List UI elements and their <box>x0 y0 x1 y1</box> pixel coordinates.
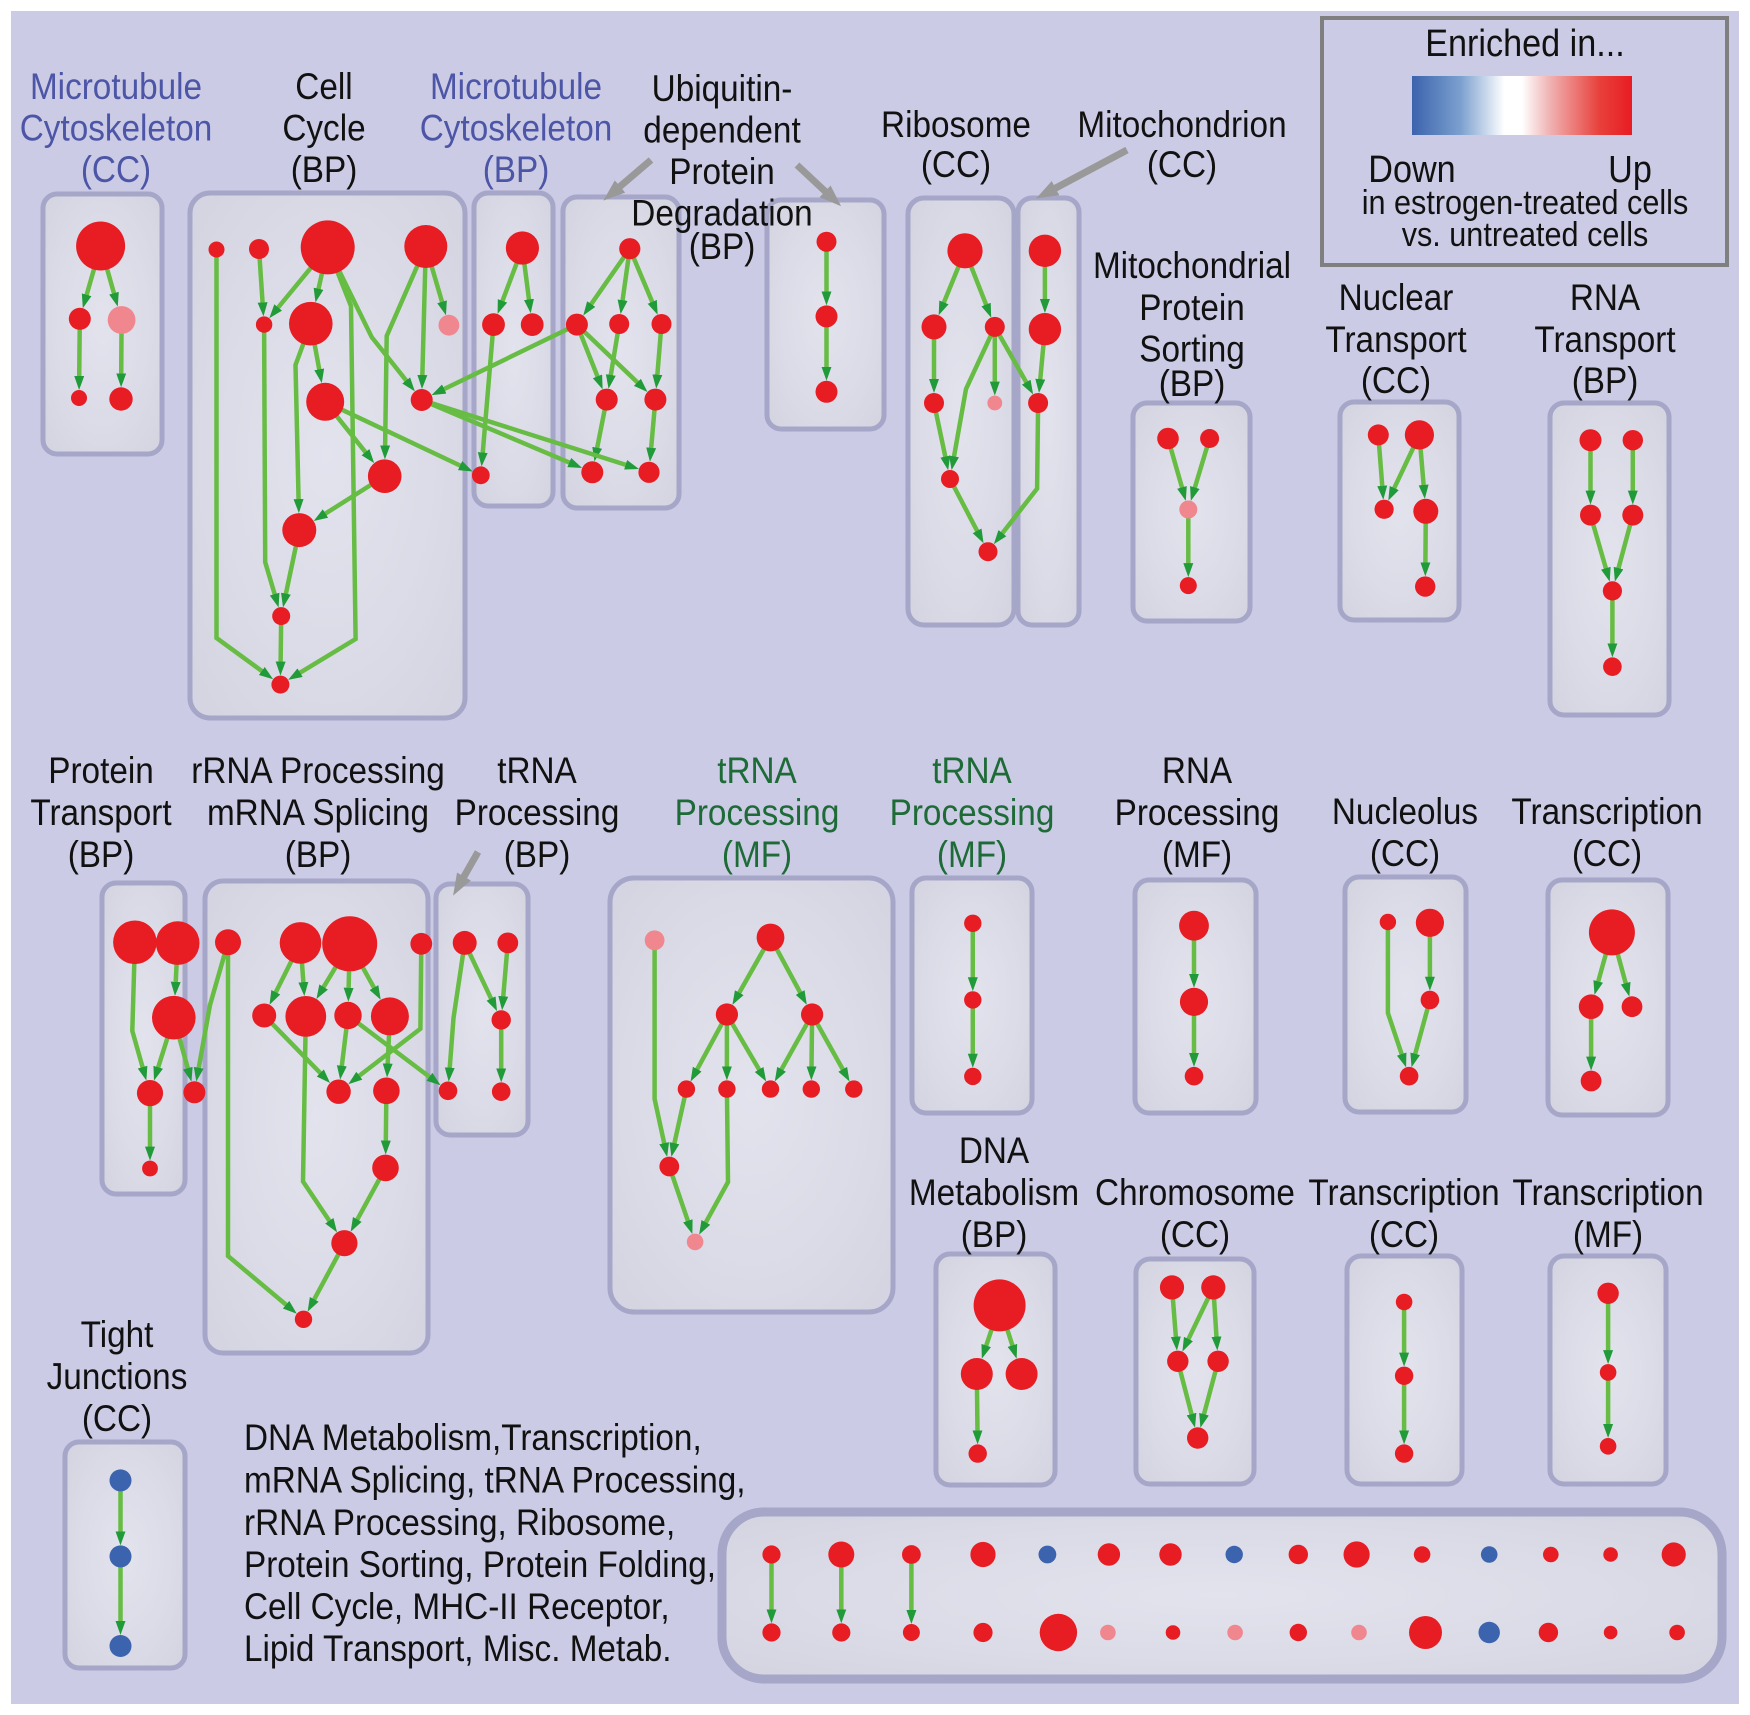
svg-text:Lipid Transport, Misc. Metab.: Lipid Transport, Misc. Metab. <box>244 1628 672 1669</box>
svg-text:DNA: DNA <box>959 1130 1030 1171</box>
svg-text:Processing: Processing <box>890 792 1055 833</box>
svg-text:(CC): (CC) <box>1361 360 1431 401</box>
svg-text:vs. untreated cells: vs. untreated cells <box>1402 216 1649 254</box>
svg-text:(CC): (CC) <box>1572 833 1642 874</box>
svg-text:Cytoskeleton: Cytoskeleton <box>20 108 213 149</box>
svg-text:Microtubule: Microtubule <box>430 66 602 107</box>
svg-text:(BP): (BP) <box>483 149 550 190</box>
svg-text:(MF): (MF) <box>937 834 1007 875</box>
svg-text:Metabolism: Metabolism <box>909 1172 1079 1213</box>
svg-text:tRNA: tRNA <box>717 750 797 791</box>
svg-text:(MF): (MF) <box>1162 834 1232 875</box>
svg-text:(BP): (BP) <box>1572 360 1639 401</box>
svg-text:Sorting: Sorting <box>1139 329 1245 370</box>
svg-text:(CC): (CC) <box>1160 1214 1230 1255</box>
svg-text:(CC): (CC) <box>1369 1214 1439 1255</box>
svg-text:Nucleolus: Nucleolus <box>1332 791 1478 832</box>
svg-text:Chromosome: Chromosome <box>1095 1172 1295 1213</box>
svg-text:(BP): (BP) <box>689 226 756 267</box>
svg-text:RNA: RNA <box>1162 750 1233 791</box>
svg-text:(CC): (CC) <box>1147 144 1217 185</box>
svg-text:Transport: Transport <box>1325 319 1467 360</box>
svg-text:rRNA Processing, Ribosome,: rRNA Processing, Ribosome, <box>244 1502 675 1543</box>
svg-text:Protein Sorting, Protein Foldi: Protein Sorting, Protein Folding, <box>244 1544 716 1585</box>
svg-text:Cell: Cell <box>295 66 352 107</box>
svg-text:Transport: Transport <box>30 792 172 833</box>
svg-text:dependent: dependent <box>643 110 801 151</box>
svg-text:tRNA: tRNA <box>497 750 577 791</box>
svg-text:Transcription: Transcription <box>1511 791 1702 832</box>
svg-text:Ubiquitin-: Ubiquitin- <box>652 68 793 109</box>
svg-text:Mitochondrial: Mitochondrial <box>1093 245 1291 286</box>
svg-text:Nuclear: Nuclear <box>1339 277 1454 318</box>
svg-text:Microtubule: Microtubule <box>30 66 202 107</box>
svg-text:(MF): (MF) <box>722 834 792 875</box>
svg-text:Degradation: Degradation <box>631 193 812 234</box>
svg-text:Tight: Tight <box>81 1314 154 1355</box>
svg-text:(BP): (BP) <box>504 834 571 875</box>
svg-text:(CC): (CC) <box>82 1398 152 1439</box>
svg-text:Cell Cycle, MHC-II Receptor,: Cell Cycle, MHC-II Receptor, <box>244 1586 670 1627</box>
svg-text:(BP): (BP) <box>285 834 352 875</box>
svg-text:Transcription: Transcription <box>1512 1172 1703 1213</box>
svg-text:RNA: RNA <box>1570 277 1641 318</box>
svg-text:Down: Down <box>1368 149 1455 191</box>
svg-text:tRNA: tRNA <box>932 750 1012 791</box>
svg-text:Enriched in...: Enriched in... <box>1425 23 1625 65</box>
svg-text:Cycle: Cycle <box>282 108 365 149</box>
svg-text:mRNA Splicing: mRNA Splicing <box>207 792 429 833</box>
svg-text:Up: Up <box>1608 149 1652 191</box>
svg-text:mRNA Splicing, tRNA Processing: mRNA Splicing, tRNA Processing, <box>244 1460 746 1501</box>
svg-text:DNA Metabolism,Transcription,: DNA Metabolism,Transcription, <box>244 1417 702 1458</box>
svg-text:(BP): (BP) <box>1159 363 1226 404</box>
svg-text:rRNA Processing: rRNA Processing <box>191 750 445 791</box>
svg-text:(BP): (BP) <box>68 834 135 875</box>
svg-text:(MF): (MF) <box>1573 1214 1643 1255</box>
svg-text:Protein: Protein <box>1139 287 1245 328</box>
svg-text:Mitochondrion: Mitochondrion <box>1077 104 1286 145</box>
svg-text:Processing: Processing <box>1115 792 1280 833</box>
svg-text:Transport: Transport <box>1534 319 1676 360</box>
svg-text:in estrogen-treated cells: in estrogen-treated cells <box>1362 184 1689 222</box>
svg-text:(BP): (BP) <box>291 149 358 190</box>
svg-text:Protein: Protein <box>48 750 154 791</box>
svg-text:Ribosome: Ribosome <box>881 104 1031 145</box>
svg-text:(BP): (BP) <box>961 1214 1028 1255</box>
svg-text:Processing: Processing <box>675 792 840 833</box>
svg-text:(CC): (CC) <box>1370 833 1440 874</box>
svg-text:Transcription: Transcription <box>1308 1172 1499 1213</box>
svg-text:Cytoskeleton: Cytoskeleton <box>420 108 613 149</box>
svg-text:Junctions: Junctions <box>47 1356 188 1397</box>
svg-text:Processing: Processing <box>455 792 620 833</box>
svg-text:(CC): (CC) <box>921 144 991 185</box>
svg-text:(CC): (CC) <box>81 149 151 190</box>
svg-text:Protein: Protein <box>669 151 775 192</box>
